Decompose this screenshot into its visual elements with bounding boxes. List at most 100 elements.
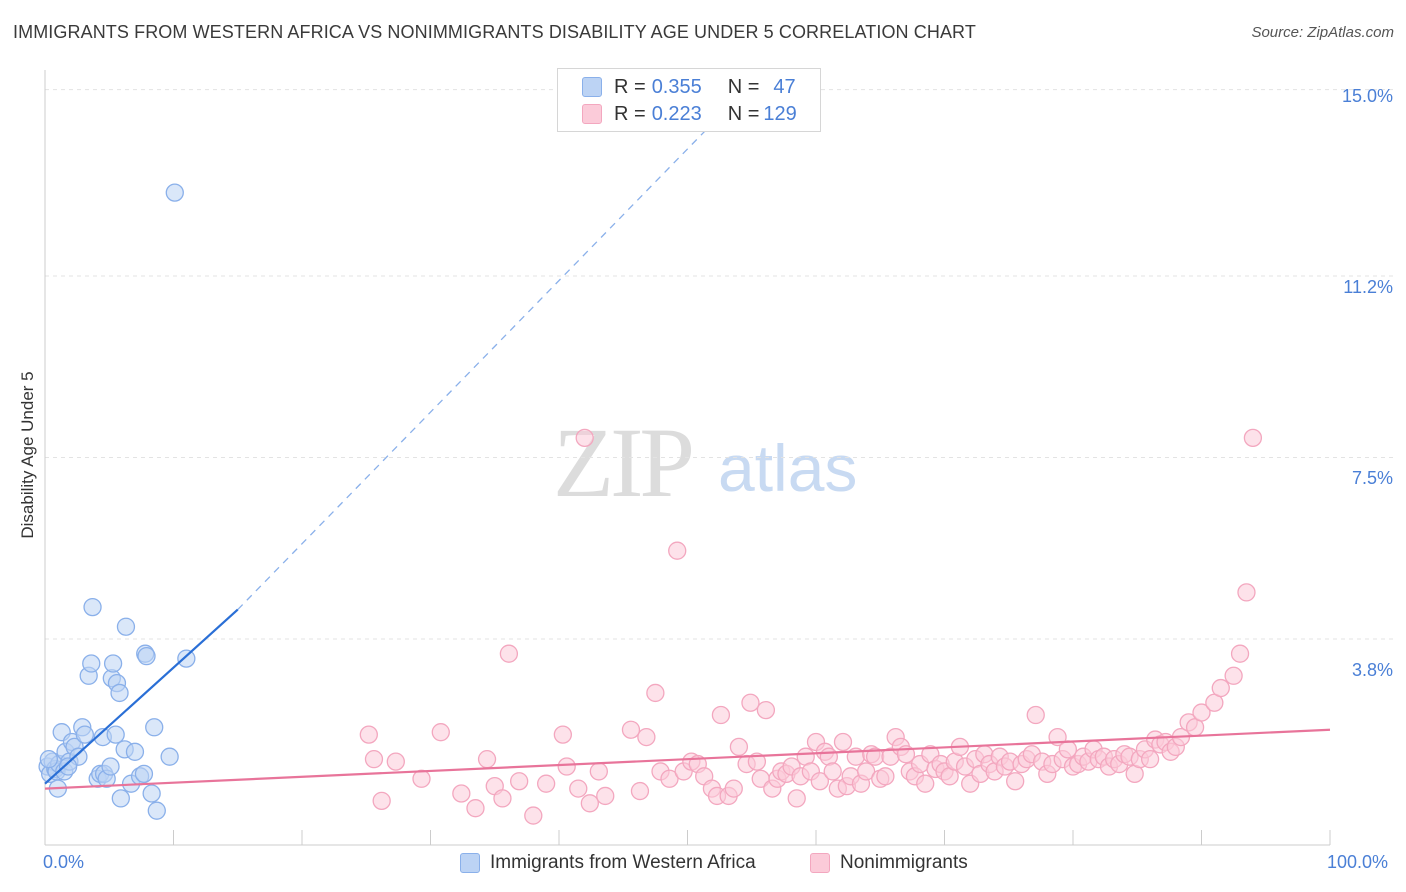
data-point-nonimmigrants bbox=[916, 774, 935, 793]
data-point-immigrants bbox=[58, 757, 78, 776]
data-point-immigrants bbox=[145, 718, 164, 737]
data-point-nonimmigrants bbox=[1026, 705, 1045, 725]
watermark-atlas: atlas bbox=[718, 431, 858, 505]
stats-legend: R = 0.355 N = 47 R = 0.223 N = 129 bbox=[557, 68, 821, 132]
y-axis-label: Disability Age Under 5 bbox=[18, 371, 37, 539]
data-point-immigrants bbox=[142, 784, 161, 803]
x-tick-label-max: 100.0% bbox=[1327, 852, 1389, 872]
series-swatch-pink bbox=[810, 853, 830, 873]
data-point-nonimmigrants bbox=[1211, 678, 1230, 698]
data-point-nonimmigrants bbox=[711, 705, 731, 725]
series-label-pink: Nonimmigrants bbox=[840, 852, 968, 873]
data-point-nonimmigrants bbox=[537, 774, 556, 793]
data-point-nonimmigrants bbox=[412, 769, 431, 788]
data-point-immigrants bbox=[134, 764, 154, 784]
data-point-nonimmigrants bbox=[359, 725, 378, 744]
data-point-nonimmigrants bbox=[596, 786, 615, 806]
data-point-nonimmigrants bbox=[557, 757, 576, 776]
series-label-blue: Immigrants from Western Africa bbox=[490, 852, 756, 873]
legend-row-pink: R = 0.223 N = 129 bbox=[582, 102, 797, 126]
data-point-nonimmigrants bbox=[856, 762, 876, 781]
data-point-nonimmigrants bbox=[431, 723, 450, 742]
data-point-nonimmigrants bbox=[1058, 740, 1078, 759]
data-point-nonimmigrants bbox=[1140, 750, 1160, 769]
data-point-nonimmigrants bbox=[1006, 772, 1025, 791]
data-point-nonimmigrants bbox=[1192, 703, 1211, 722]
data-point-immigrants bbox=[111, 789, 130, 808]
chart-title: IMMIGRANTS FROM WESTERN AFRICA VS NONIMM… bbox=[13, 22, 976, 42]
data-point-nonimmigrants bbox=[1237, 583, 1256, 602]
legend-r-value: 0.223 bbox=[651, 102, 702, 125]
data-point-immigrants bbox=[101, 757, 120, 776]
data-point-immigrants bbox=[147, 801, 166, 820]
data-point-nonimmigrants bbox=[747, 752, 767, 771]
data-point-immigrants bbox=[165, 183, 184, 202]
data-point-nonimmigrants bbox=[1243, 428, 1263, 448]
data-point-nonimmigrants bbox=[810, 772, 830, 791]
trend-line-immigrants-extension bbox=[237, 69, 766, 611]
series-legend-blue[interactable]: Immigrants from Western Africa bbox=[460, 852, 756, 874]
data-point-nonimmigrants bbox=[833, 732, 853, 752]
data-point-nonimmigrants bbox=[787, 789, 806, 808]
data-point-nonimmigrants bbox=[386, 752, 405, 771]
y-tick-label-7.5: 7.5% bbox=[1351, 468, 1393, 488]
legend-n-value: 129 bbox=[763, 102, 797, 125]
legend-n-label: N = bbox=[727, 75, 760, 98]
data-point-immigrants bbox=[83, 597, 102, 617]
data-point-immigrants bbox=[106, 725, 125, 744]
trend-line-nonimmigrants bbox=[44, 728, 1331, 790]
legend-r-label: R = bbox=[614, 75, 646, 98]
data-point-nonimmigrants bbox=[724, 779, 743, 798]
data-point-nonimmigrants bbox=[493, 789, 512, 808]
y-tick-label-15.0: 15.0% bbox=[1341, 86, 1393, 106]
trend-line-immigrants bbox=[44, 608, 239, 785]
data-point-nonimmigrants bbox=[823, 762, 842, 781]
data-point-nonimmigrants bbox=[364, 750, 384, 769]
data-point-nonimmigrants bbox=[524, 806, 543, 825]
data-point-nonimmigrants bbox=[580, 794, 599, 813]
data-point-nonimmigrants bbox=[876, 767, 895, 786]
series-legend-pink[interactable]: Nonimmigrants bbox=[810, 852, 968, 874]
data-point-nonimmigrants bbox=[668, 541, 687, 560]
data-point-immigrants bbox=[39, 750, 59, 769]
legend-n-value: 47 bbox=[773, 75, 796, 98]
legend-swatch-pink bbox=[582, 104, 602, 124]
data-point-nonimmigrants bbox=[466, 799, 485, 818]
data-point-immigrants bbox=[177, 649, 196, 668]
legend-row-blue: R = 0.355 N = 47 bbox=[582, 75, 796, 99]
data-point-nonimmigrants bbox=[477, 750, 497, 769]
data-point-nonimmigrants bbox=[510, 772, 529, 791]
data-point-nonimmigrants bbox=[741, 693, 760, 712]
data-point-immigrants bbox=[116, 617, 136, 636]
data-point-nonimmigrants bbox=[499, 644, 519, 663]
data-point-immigrants bbox=[103, 654, 123, 673]
data-point-immigrants bbox=[110, 683, 129, 703]
data-point-nonimmigrants bbox=[621, 720, 641, 739]
data-point-immigrants bbox=[125, 742, 145, 761]
series-swatch-blue bbox=[460, 853, 480, 873]
chart-source: Source: ZipAtlas.com bbox=[1251, 24, 1394, 41]
legend-n-label: N = bbox=[727, 102, 760, 125]
data-point-nonimmigrants bbox=[660, 769, 679, 788]
legend-r-value: 0.355 bbox=[651, 75, 702, 98]
data-point-nonimmigrants bbox=[630, 781, 650, 801]
legend-r-label: R = bbox=[614, 102, 646, 125]
data-point-immigrants bbox=[82, 654, 101, 673]
legend-swatch-blue bbox=[582, 77, 602, 97]
x-tick-label-min: 0.0% bbox=[43, 852, 85, 872]
data-point-nonimmigrants bbox=[637, 727, 656, 747]
data-point-nonimmigrants bbox=[646, 683, 665, 703]
data-point-nonimmigrants bbox=[1230, 644, 1250, 663]
data-point-immigrants bbox=[137, 647, 156, 666]
data-point-nonimmigrants bbox=[589, 762, 608, 781]
data-point-immigrants bbox=[160, 747, 179, 766]
y-tick-label-3.8: 3.8% bbox=[1351, 660, 1393, 680]
data-point-nonimmigrants bbox=[372, 791, 391, 811]
data-point-immigrants bbox=[75, 725, 94, 744]
watermark-zip: ZIP bbox=[553, 407, 695, 518]
data-point-nonimmigrants bbox=[452, 784, 471, 803]
data-point-nonimmigrants bbox=[553, 725, 573, 744]
data-point-nonimmigrants bbox=[729, 737, 749, 757]
data-point-nonimmigrants bbox=[575, 428, 594, 448]
